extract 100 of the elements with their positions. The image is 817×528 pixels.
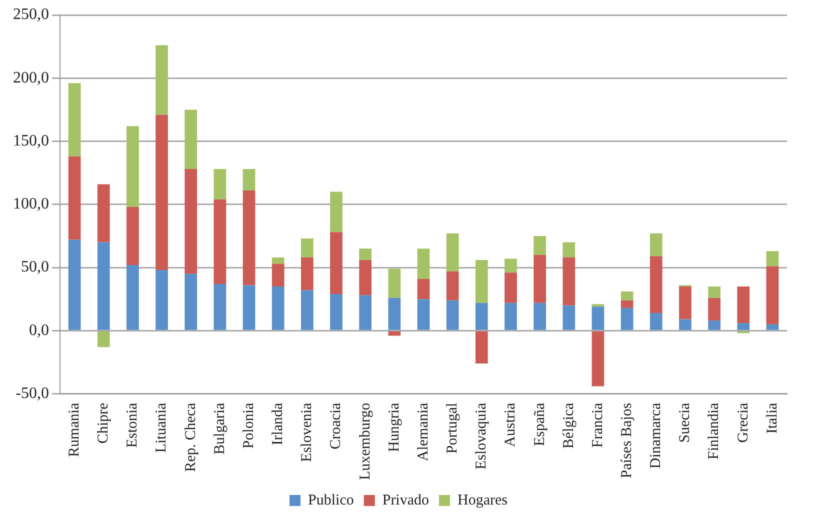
x-tick-label: Croacia [328, 402, 344, 450]
bar [534, 302, 546, 330]
bar [592, 304, 604, 307]
bar [301, 257, 314, 290]
bar [650, 233, 662, 256]
x-tick-label: Bélgica [560, 402, 577, 449]
bar [504, 272, 517, 303]
x-tick-label: Italia [764, 402, 780, 434]
bar [592, 306, 604, 330]
bar [330, 192, 342, 232]
bar [126, 206, 139, 265]
bar [446, 271, 459, 300]
x-tick-label: Lituania [154, 402, 170, 453]
x-tick-label: Estonia [124, 402, 141, 448]
bar [620, 300, 634, 308]
bar [68, 83, 81, 156]
bar [388, 331, 401, 336]
y-tick-label: 100,0 [13, 196, 49, 213]
bar [214, 199, 226, 284]
bar [475, 302, 488, 330]
x-tick-label: Eslovaquia [474, 402, 490, 470]
bar [156, 270, 168, 330]
x-tick-label: Suecia [677, 402, 694, 443]
x-tick-label: Chipre [96, 402, 112, 444]
y-tick-label: 50,0 [21, 258, 49, 276]
bar [184, 274, 198, 330]
y-tick-label: 0,0 [29, 322, 49, 339]
x-tick-label: Polonia [240, 402, 257, 449]
bar [562, 305, 576, 330]
bar [97, 184, 110, 242]
bar [242, 285, 256, 330]
bar [417, 248, 430, 279]
bar [534, 254, 546, 303]
x-tick-label: Luxemburgo [357, 402, 374, 480]
legend-label: Publico [308, 492, 354, 508]
bar [708, 298, 720, 321]
x-tick-label: Alemania [415, 402, 432, 462]
bar [766, 266, 779, 324]
bar [620, 308, 634, 330]
bar [708, 320, 720, 330]
bar [359, 295, 372, 330]
x-tick-label: Eslovenia [299, 402, 316, 462]
bar [184, 169, 198, 274]
bar [301, 290, 314, 330]
bar [620, 292, 634, 300]
bar [156, 114, 168, 270]
bar [388, 298, 401, 330]
bar [126, 126, 139, 207]
x-tick-label: Irlanda [270, 402, 286, 446]
bar [417, 299, 430, 330]
legend-label: Privado [382, 492, 430, 508]
bar [214, 169, 226, 200]
x-tick-label: Rumania [66, 402, 82, 457]
bar [475, 260, 488, 303]
bar [417, 278, 430, 300]
bar [68, 240, 81, 330]
y-tick-label: -50,0 [16, 384, 49, 402]
bar [388, 268, 401, 298]
x-tick-label: Países Bajos [618, 402, 635, 478]
x-tick-label: Bulgaria [212, 402, 228, 454]
bar [737, 323, 750, 330]
y-tick-label: 200,0 [13, 69, 49, 86]
bar [708, 286, 720, 298]
bar [679, 319, 692, 330]
bar [475, 331, 488, 364]
x-tick-label: Finlandia [706, 402, 722, 460]
bar [359, 248, 372, 260]
x-tick-label: Francia [590, 402, 606, 448]
y-tick-label: 250,0 [13, 6, 49, 24]
bar [650, 256, 662, 313]
bar [242, 190, 256, 286]
x-tick-label: Austria [502, 402, 519, 447]
bar [330, 232, 342, 294]
bar [504, 258, 517, 273]
bar [650, 312, 662, 330]
bar [359, 260, 372, 296]
bar [504, 302, 517, 330]
bar [446, 300, 459, 330]
bar [679, 286, 692, 320]
x-tick-label: Hungria [386, 402, 402, 452]
x-tick-label: Dinamarca [648, 402, 664, 469]
x-tick-label: Portugal [444, 402, 461, 454]
bar [242, 169, 256, 191]
bar [592, 331, 604, 386]
bar [737, 286, 750, 324]
bar [272, 286, 284, 330]
bar [68, 156, 81, 240]
bar [184, 110, 198, 170]
bar [272, 257, 284, 264]
bar [766, 324, 779, 330]
bar [446, 233, 459, 272]
bar [330, 294, 342, 330]
bar [272, 264, 284, 286]
bar [214, 284, 226, 330]
x-tick-label: Grecia [735, 402, 752, 443]
x-tick-label: Rep. Checa [182, 402, 199, 472]
x-tick-label: España [532, 402, 548, 446]
bar [562, 242, 576, 258]
bar [562, 257, 576, 306]
bar [766, 251, 779, 266]
